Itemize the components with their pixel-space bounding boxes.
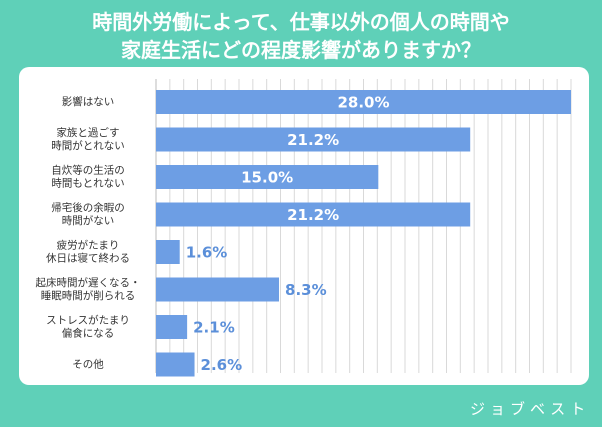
data-label: 21.2% xyxy=(287,131,339,149)
category-label: 自炊等の生活の xyxy=(51,164,125,177)
chart-title-line-1: 時間外労働によって、仕事以外の個人の時間や xyxy=(92,10,510,34)
data-label: 15.0% xyxy=(241,169,293,187)
bar xyxy=(156,90,571,114)
category-label: 時間もとれない xyxy=(51,178,124,190)
category-label: その他 xyxy=(72,358,104,371)
bar xyxy=(156,315,188,339)
category-label: 家族と過ごす xyxy=(56,126,119,139)
bar xyxy=(156,240,180,264)
chart-title: 時間外労働によって、仕事以外の個人の時間や 家庭生活にどの程度影響がありますか？ xyxy=(0,8,602,64)
data-label: 21.2% xyxy=(287,206,339,224)
bar xyxy=(156,127,471,152)
category-label: 偏食になる xyxy=(62,327,115,340)
category-label: 時間がとれない xyxy=(51,139,125,152)
category-label: 睡眠時間が削られる xyxy=(41,289,136,302)
brand-logo: ジョブベスト xyxy=(470,400,591,418)
data-label: 8.3% xyxy=(285,281,327,299)
category-label: 疲労がたまり xyxy=(57,239,120,252)
data-label: 28.0% xyxy=(337,94,389,112)
data-label: 1.6% xyxy=(186,244,228,262)
category-label: 影響はない xyxy=(62,95,115,108)
data-label: 2.1% xyxy=(193,319,235,337)
category-label: ストレスがたまり xyxy=(46,314,130,327)
bar xyxy=(156,165,379,189)
bar xyxy=(156,202,471,227)
category-label: 帰宅後の余暇の xyxy=(51,201,125,214)
chart-title-line-2: 家庭生活にどの程度影響がありますか？ xyxy=(121,38,481,62)
category-label: 休日は寝て終わる xyxy=(46,252,130,265)
category-label: 起床時間が遅くなる・ xyxy=(36,276,141,289)
bar xyxy=(156,277,280,302)
bar xyxy=(156,352,195,377)
data-label: 2.6% xyxy=(201,356,243,374)
category-label: 時間がない xyxy=(62,214,115,227)
chart-panel: 影響はない 28.0% 家族と過ごす 時間がとれない 21.2% 自炊等の生活の 時間もとれ… xyxy=(19,67,589,385)
